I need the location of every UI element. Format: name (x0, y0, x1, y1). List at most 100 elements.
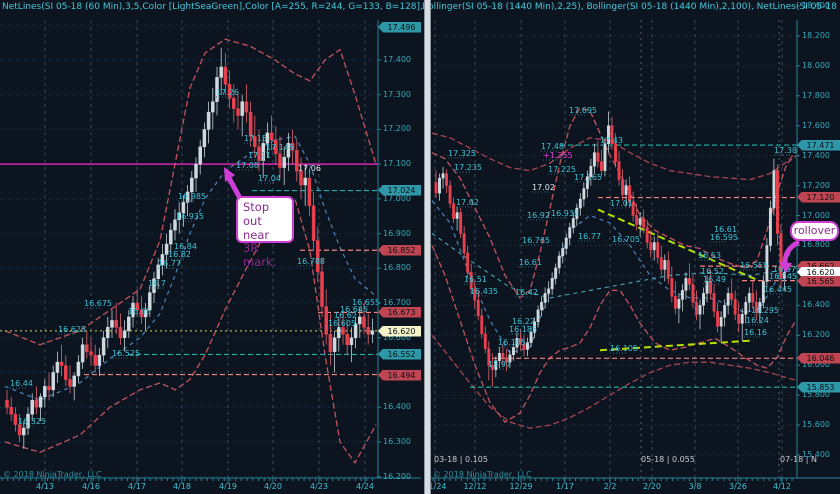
price-marker-16.552: 16.552 (378, 348, 421, 360)
candle-body (181, 202, 186, 214)
candle-body (698, 305, 702, 315)
price-label: 16.49 (703, 275, 726, 284)
candle-body (490, 364, 494, 370)
candle-body (257, 146, 261, 161)
price-axis-label: 16.400 (383, 402, 411, 412)
candle-body (533, 321, 537, 333)
candle-body (663, 260, 667, 270)
candle-body (438, 177, 441, 194)
price-axis-label: 17.200 (802, 180, 830, 190)
price-label: 16.105 (610, 344, 638, 353)
candle-body (202, 129, 207, 148)
price-axis-label: 17.800 (802, 90, 830, 100)
candle-body (494, 360, 498, 370)
candle-body (307, 177, 312, 207)
candle-body (659, 257, 663, 270)
candle-body (638, 218, 642, 225)
panel-splitter[interactable] (424, 0, 431, 494)
rollover-callout[interactable]: rollover (790, 221, 839, 241)
price-axis-label: 17.400 (383, 55, 411, 64)
candle-body (617, 161, 621, 180)
candle-body (85, 344, 89, 352)
price-axis-label: 16.700 (383, 298, 411, 308)
price-axis-label: 16.200 (383, 471, 411, 481)
date-label-4/13: 4/13 (36, 482, 54, 491)
date-label-11/24: 11/24 (423, 482, 447, 491)
candle-body (469, 272, 473, 290)
date-label-4/18: 4/18 (173, 482, 191, 491)
price-label: 16.62 (334, 311, 357, 320)
price-axis-label: 15.800 (802, 390, 830, 400)
candle-body (227, 84, 232, 99)
candle-body (642, 218, 646, 228)
candle-body (278, 153, 282, 168)
candle-body (93, 354, 97, 366)
candle-body (754, 302, 758, 314)
candle-body (122, 330, 127, 339)
date-label-4/23: 4/23 (310, 482, 328, 491)
stop-out-callout[interactable]: Stop out near 3R mark. (236, 196, 294, 269)
candle-body (34, 400, 39, 408)
price-axis-label: 16.300 (383, 436, 411, 446)
candle-body (173, 219, 177, 231)
candle-body (621, 179, 625, 195)
price-marker-17.120: 17.120 (797, 191, 840, 203)
candle-body (236, 108, 240, 116)
price-label: 16.325 (18, 417, 46, 426)
candle-body (232, 97, 236, 109)
price-label: 16.82 (168, 250, 191, 259)
price-label: 17.08 (236, 161, 259, 170)
candle-body (5, 400, 9, 408)
candle-body (248, 111, 253, 137)
candle-body (459, 212, 463, 234)
candle-body (596, 152, 600, 162)
price-label: 17.235 (454, 163, 482, 172)
candle-body (13, 413, 18, 425)
candle-body (97, 354, 102, 366)
date-label-12/12: 12/12 (463, 482, 487, 491)
date-label-12/29: 12/29 (509, 482, 533, 491)
candle-body (76, 361, 81, 377)
candle-body (554, 267, 558, 279)
date-label-4/17: 4/17 (128, 482, 146, 491)
candle-body (733, 299, 737, 315)
candle-body (17, 424, 22, 436)
candle-body (55, 361, 60, 373)
price-label: 16.22 (512, 317, 535, 326)
price-axis-label: 15.400 (802, 450, 830, 459)
price-axis-label: 18.200 (802, 30, 830, 40)
date-label-1/17: 1/17 (556, 482, 574, 491)
price-label: 17.15 (244, 134, 267, 143)
candle-body (758, 302, 762, 314)
price-marker-17.471: 17.471 (797, 139, 840, 151)
candle-body (148, 292, 152, 311)
candle-body (575, 207, 579, 219)
candle-body (324, 306, 328, 335)
candle-body (744, 302, 748, 315)
price-axis-label: 16.400 (802, 300, 830, 310)
date-label-3/8: 3/8 (688, 482, 702, 491)
price-label: +1.355 (543, 151, 573, 160)
right-chart-panel: 17.325 17.235 17.02 16.51 16.435 15.97 16.105 1… (431, 5, 840, 483)
price-marker-16.662: 16.662 (797, 260, 840, 272)
candle-body (571, 218, 575, 228)
candle-body (540, 302, 544, 311)
candle-body (448, 185, 452, 204)
candle-body (624, 185, 628, 195)
price-axis-label: 17.000 (383, 193, 411, 203)
price-label: 17.02 (456, 198, 479, 207)
candle-body (311, 205, 316, 241)
candle-body (501, 352, 505, 358)
candle-body (550, 278, 554, 290)
candle-body (779, 233, 783, 279)
candle-body (164, 243, 169, 255)
price-label: 17.06 (298, 164, 321, 173)
candle-body (775, 170, 779, 234)
price-label: 16.84 (174, 242, 197, 251)
price-axis-label: 18.000 (802, 60, 830, 70)
candle-body (536, 309, 540, 323)
candle-body (64, 365, 68, 380)
